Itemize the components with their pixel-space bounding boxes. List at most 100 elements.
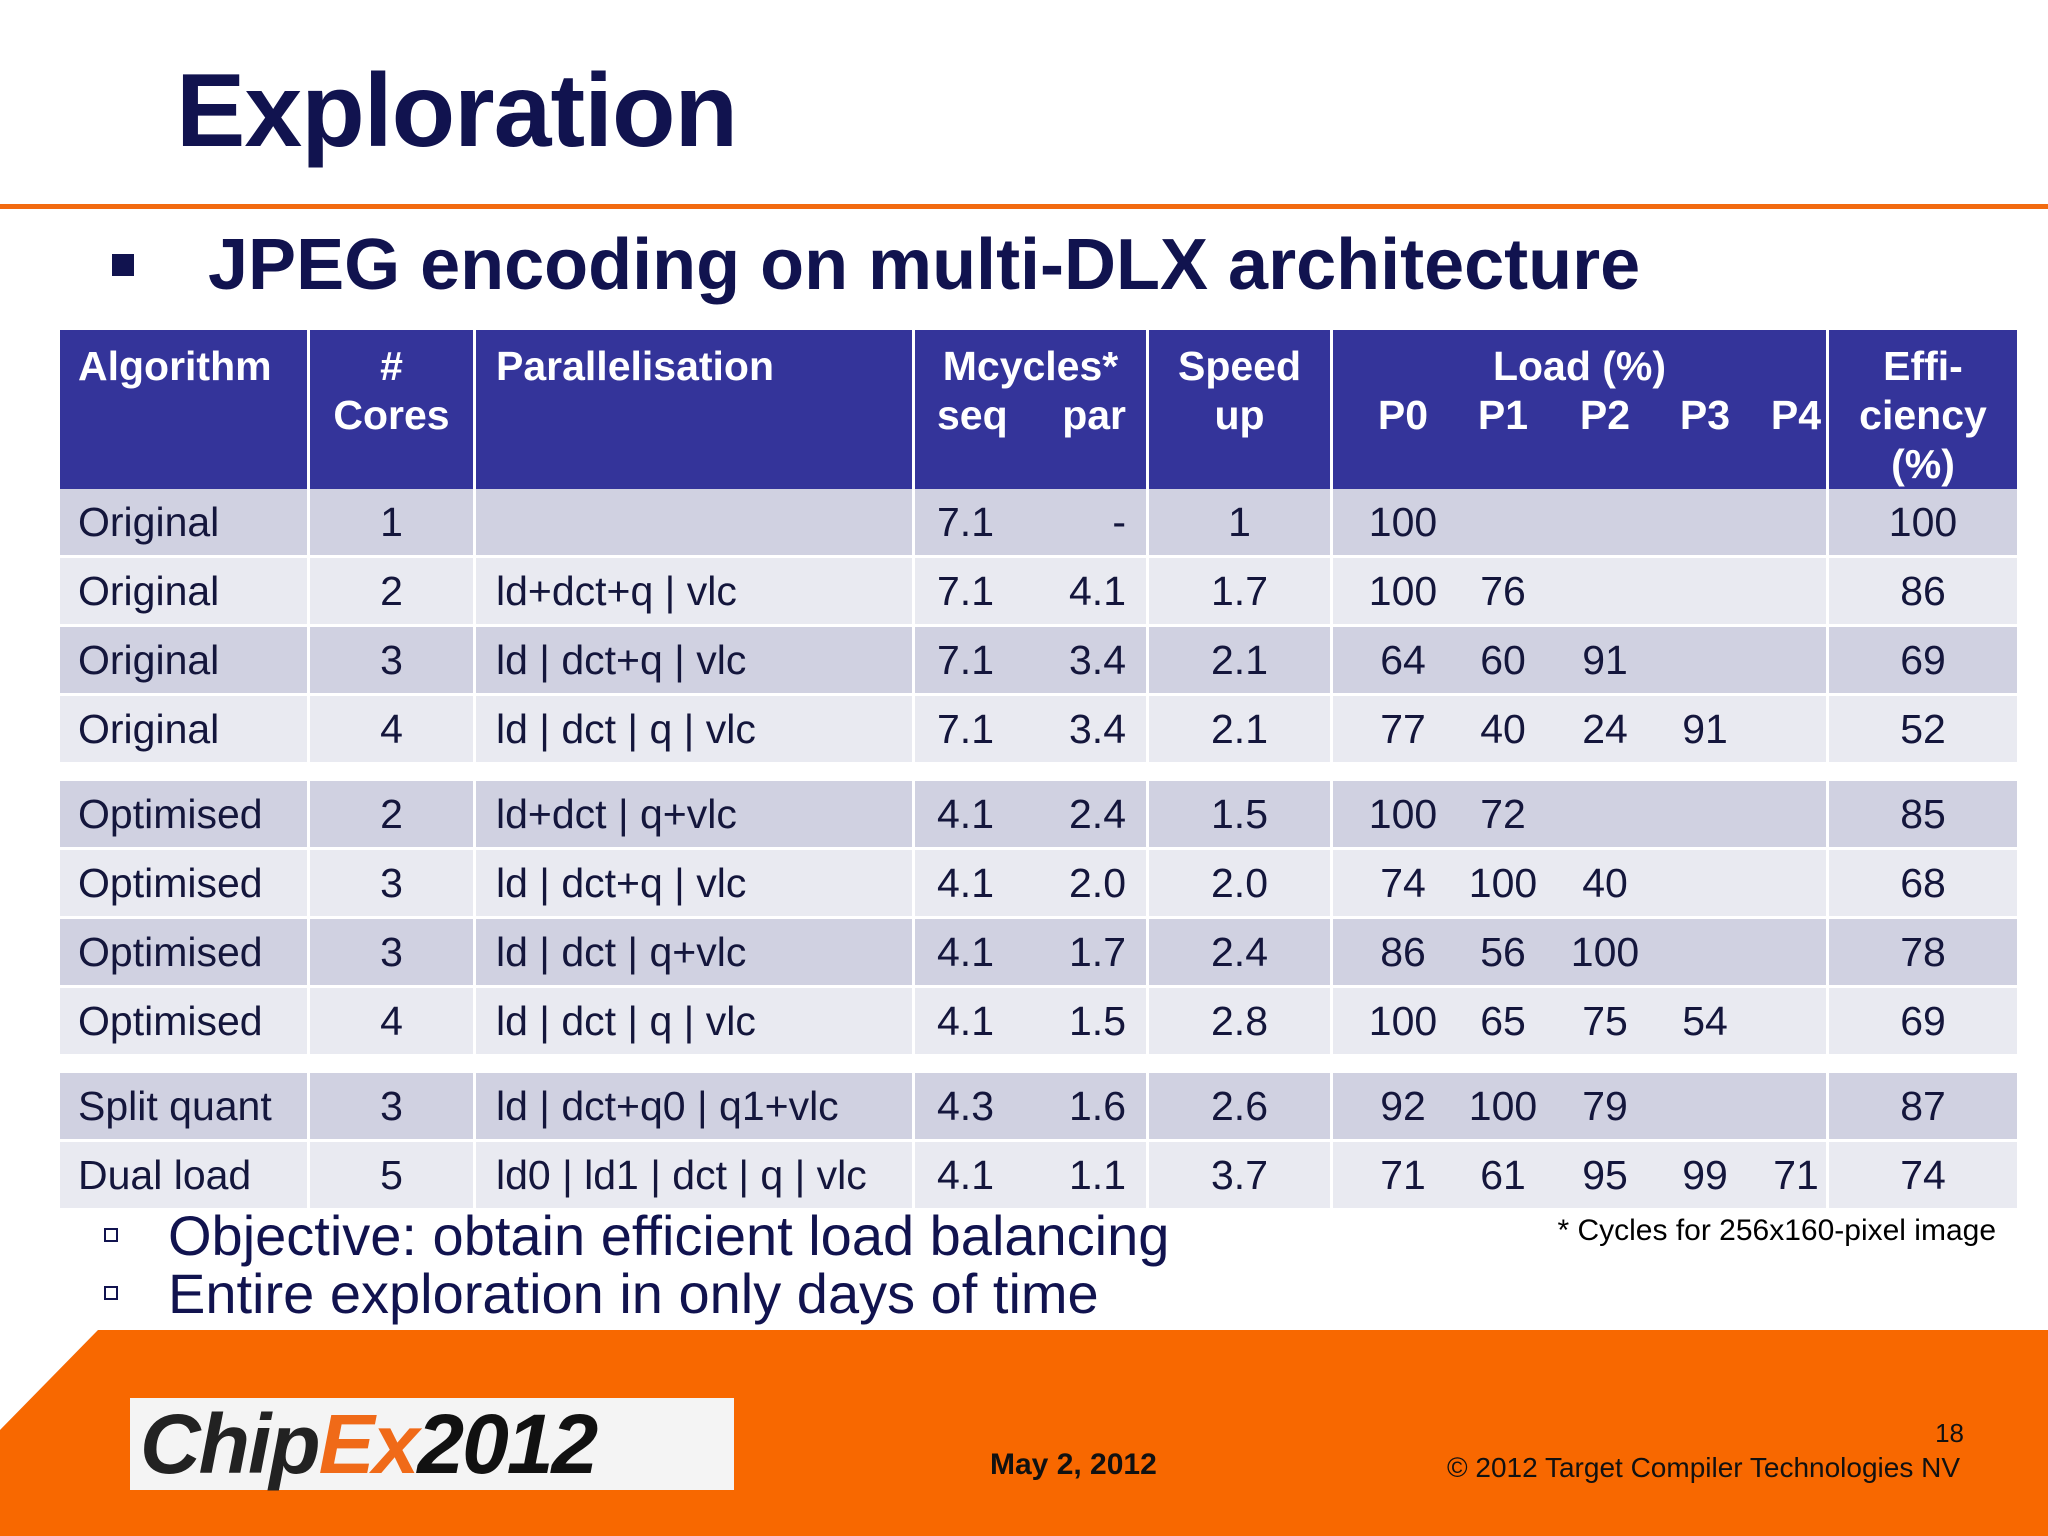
cell-mcycles-pair: 4.1 2.4 [915, 791, 1146, 838]
title-divider [0, 204, 2048, 209]
cell-load-p1: 60 [1480, 636, 1526, 683]
separator-cell [476, 1057, 912, 1073]
square-bullet-icon [112, 254, 134, 276]
cell-par-cycles: 4.1 [1069, 567, 1126, 614]
cell-load-p0: 100 [1368, 567, 1438, 614]
cell-load-p2: 79 [1582, 1082, 1628, 1129]
cell-speedup: 2.1 [1149, 627, 1330, 696]
cell-speedup: 2.4 [1149, 919, 1330, 988]
cell-load: 100 [1333, 489, 1826, 558]
cell-mcycles: 7.1 4.1 [915, 558, 1146, 627]
cell-load: 71 61 95 99 71 [1333, 1142, 1826, 1211]
cell-load-p0: 71 [1380, 1151, 1426, 1198]
cell-algorithm: Original [60, 558, 307, 627]
header-parallelisation: Parallelisation [476, 330, 912, 489]
table-row: Optimised 3 ld | dct | q+vlc 4.1 1.7 2.4 86 56 1… [60, 919, 2017, 988]
cell-seq: 7.1 [937, 705, 994, 752]
separator-cell [476, 765, 912, 781]
cell-load-values: 86 56 100 [1333, 929, 1826, 976]
cell-par-cycles: 2.4 [1069, 790, 1126, 837]
header-load-sub: P0 P1 P2 P3 P4 [1333, 391, 1826, 440]
separator-cell [1829, 765, 2017, 781]
footer-date: May 2, 2012 [990, 1448, 1157, 1481]
table-row: Dual load 5 ld0 | ld1 | dct | q | vlc 4.1 1.… [60, 1142, 2017, 1211]
results-table: Algorithm # Cores Parallelisation Mcycle… [57, 330, 2020, 1211]
cell-algorithm: Dual load [60, 1142, 307, 1211]
group-separator [60, 1057, 2017, 1073]
cell-parallelisation: ld | dct+q0 | q1+vlc [476, 1073, 912, 1142]
cell-parallelisation: ld | dct+q | vlc [476, 627, 912, 696]
cell-par-cycles: 1.5 [1069, 997, 1126, 1044]
cell-mcycles-pair: 7.1 3.4 [915, 706, 1146, 753]
cell-load-p0: 100 [1368, 997, 1438, 1044]
cell-load-values: 100 65 75 54 [1333, 998, 1826, 1045]
header-load: Load (%) P0 P1 P2 P3 P4 [1333, 330, 1826, 489]
separator-cell [1333, 765, 1826, 781]
cell-load-p4 [1753, 929, 1839, 976]
cell-speedup: 1.7 [1149, 558, 1330, 627]
cell-load-p1: 40 [1480, 705, 1526, 752]
cell-efficiency: 69 [1829, 627, 2017, 696]
cell-load-p4 [1753, 998, 1839, 1045]
cell-load-p1: 100 [1468, 859, 1538, 906]
cell-seq: 4.1 [937, 859, 994, 906]
header-speedup-line2: up [1214, 392, 1265, 438]
header-mcycles-sub: seq par [915, 391, 1146, 440]
cell-load-p4 [1753, 791, 1839, 838]
logo-ex-text: Ex [318, 1396, 420, 1491]
header-algorithm: Algorithm [60, 330, 307, 489]
header-cores-line2: Cores [333, 392, 450, 438]
cell-mcycles-pair: 4.1 1.7 [915, 929, 1146, 976]
note-item: Entire exploration in only days of time [104, 1262, 1169, 1325]
cell-mcycles-pair: 4.1 2.0 [915, 860, 1146, 907]
cell-speedup: 3.7 [1149, 1142, 1330, 1211]
header-p2: P2 [1579, 392, 1631, 438]
cell-parallelisation [476, 489, 912, 558]
cell-speedup: 2.8 [1149, 988, 1330, 1057]
cell-load-p2 [1553, 499, 1657, 546]
cell-speedup: 2.0 [1149, 850, 1330, 919]
cell-cores: 1 [310, 489, 473, 558]
cell-algorithm: Split quant [60, 1073, 307, 1142]
cell-load-p4: 71 [1773, 1151, 1819, 1198]
separator-cell [60, 1057, 307, 1073]
cell-mcycles-pair: 7.1 4.1 [915, 568, 1146, 615]
cell-load-p1: 76 [1480, 567, 1526, 614]
cell-algorithm: Original [60, 489, 307, 558]
separator-cell [310, 765, 473, 781]
table-row: Optimised 2 ld+dct | q+vlc 4.1 2.4 1.5 100 72 85 [60, 781, 2017, 850]
cell-algorithm: Optimised [60, 988, 307, 1057]
cell-cores: 3 [310, 627, 473, 696]
cell-load-p4 [1753, 1083, 1839, 1130]
cell-efficiency: 69 [1829, 988, 2017, 1057]
cell-load-p1: 56 [1480, 928, 1526, 975]
cell-load-p3 [1657, 860, 1753, 907]
slide-title: Exploration [176, 53, 738, 169]
cell-seq: 7.1 [937, 636, 994, 683]
cell-mcycles: 4.1 1.1 [915, 1142, 1146, 1211]
cell-speedup: 1 [1149, 489, 1330, 558]
cell-cores: 3 [310, 919, 473, 988]
cell-par-cycles: 1.6 [1069, 1082, 1126, 1129]
logo-year-text: 2012 [417, 1396, 598, 1491]
cell-load-values: 100 72 [1333, 791, 1826, 838]
cell-efficiency: 78 [1829, 919, 2017, 988]
cell-load-p0: 86 [1380, 928, 1426, 975]
cell-load-p0: 100 [1368, 498, 1438, 545]
header-efficiency-line3: (%) [1891, 441, 1955, 487]
note-text: Entire exploration in only days of time [168, 1261, 1099, 1325]
cell-load: 100 65 75 54 [1333, 988, 1826, 1057]
separator-cell [1829, 1057, 2017, 1073]
cell-par-cycles: 3.4 [1069, 636, 1126, 683]
hollow-square-bullet-icon [104, 1286, 118, 1300]
header-efficiency-line2: ciency [1859, 392, 1987, 438]
cell-load-values: 100 [1333, 499, 1826, 546]
cell-algorithm: Optimised [60, 850, 307, 919]
cell-parallelisation: ld+dct+q | vlc [476, 558, 912, 627]
cell-load-p0: 64 [1380, 636, 1426, 683]
cell-load: 100 72 [1333, 781, 1826, 850]
cell-mcycles-pair: 4.3 1.6 [915, 1083, 1146, 1130]
cell-mcycles: 4.1 2.4 [915, 781, 1146, 850]
table-row: Original 3 ld | dct+q | vlc 7.1 3.4 2.1 64 60 91… [60, 627, 2017, 696]
cell-load-p0: 92 [1380, 1082, 1426, 1129]
